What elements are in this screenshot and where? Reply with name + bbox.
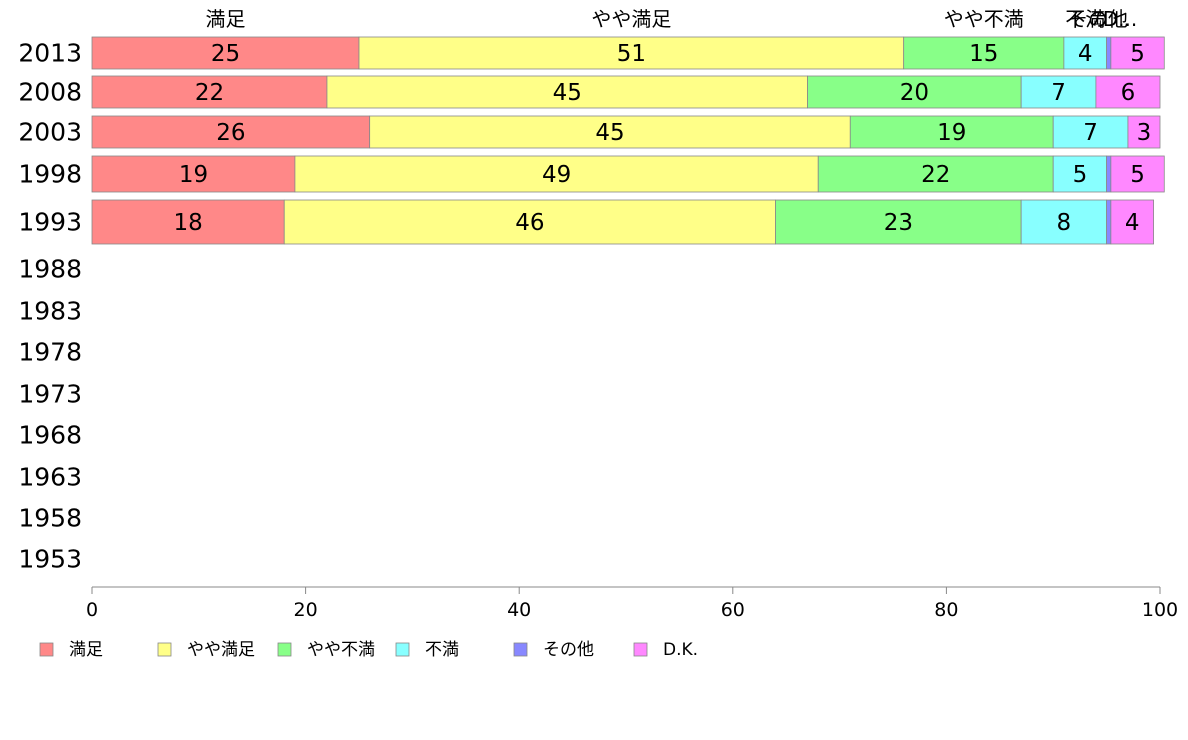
bar-segment bbox=[358, 36, 905, 70]
bar-segment bbox=[1127, 115, 1161, 149]
y-tick-label: 1993 bbox=[18, 208, 82, 237]
legend-swatch bbox=[633, 642, 648, 657]
series-top-label: 満足 bbox=[206, 7, 246, 31]
series-top-label: D... bbox=[1103, 7, 1137, 31]
y-tick-label: 1963 bbox=[18, 463, 82, 492]
bar-segment bbox=[91, 75, 328, 109]
series-top-label: やや不満 bbox=[944, 7, 1024, 31]
x-tick-label: 0 bbox=[86, 599, 98, 621]
bar-segment bbox=[775, 199, 1022, 245]
bar-segment bbox=[91, 199, 285, 245]
bar-segment bbox=[1110, 36, 1165, 70]
data-label: 19 bbox=[937, 120, 966, 146]
data-label: 51 bbox=[617, 41, 646, 67]
y-tick-label: 1968 bbox=[18, 421, 82, 450]
bar-segment bbox=[807, 75, 1022, 109]
bar-segment bbox=[1020, 75, 1097, 109]
bar-segment bbox=[1110, 155, 1165, 193]
legend-label: やや不満 bbox=[307, 640, 375, 660]
bar-segment bbox=[1095, 75, 1161, 109]
bar-segment bbox=[326, 75, 808, 109]
x-tick-label: 60 bbox=[721, 599, 745, 621]
legend-swatch bbox=[395, 642, 410, 657]
y-tick-label: 2008 bbox=[18, 78, 82, 107]
y-tick-label: 1988 bbox=[18, 255, 82, 284]
data-label: 46 bbox=[515, 210, 544, 236]
data-label: 45 bbox=[595, 120, 624, 146]
bar-segment bbox=[369, 115, 851, 149]
bar-segment bbox=[91, 155, 296, 193]
data-label: 19 bbox=[179, 162, 208, 188]
bar-segment bbox=[1106, 36, 1112, 70]
y-tick-label: 1978 bbox=[18, 338, 82, 367]
bar-segment bbox=[903, 36, 1065, 70]
x-tick-label: 20 bbox=[294, 599, 318, 621]
bar-segment bbox=[849, 115, 1054, 149]
y-tick-label: 1958 bbox=[18, 504, 82, 533]
data-label: 5 bbox=[1130, 162, 1145, 188]
data-label: 6 bbox=[1121, 80, 1136, 106]
data-label: 23 bbox=[884, 210, 913, 236]
data-label: 26 bbox=[216, 120, 245, 146]
data-label: 3 bbox=[1137, 120, 1152, 146]
bar-segment bbox=[283, 199, 776, 245]
series-top-label: 不満 bbox=[1065, 7, 1105, 31]
y-tick-label: 2013 bbox=[18, 39, 82, 68]
legend-swatch bbox=[39, 642, 54, 657]
data-label: 4 bbox=[1078, 41, 1093, 67]
y-tick-label: 2003 bbox=[18, 118, 82, 147]
data-label: 5 bbox=[1130, 41, 1145, 67]
legend-swatch bbox=[513, 642, 528, 657]
bar-segment bbox=[294, 155, 819, 193]
data-label: 15 bbox=[969, 41, 998, 67]
data-label: 8 bbox=[1057, 210, 1072, 236]
bar-segment bbox=[91, 36, 360, 70]
data-label: 7 bbox=[1051, 80, 1066, 106]
legend-label: やや満足 bbox=[187, 640, 255, 660]
legend-label: D.K. bbox=[663, 640, 698, 660]
data-label: 22 bbox=[195, 80, 224, 106]
bar-segment bbox=[1106, 155, 1112, 193]
series-top-label: その他 bbox=[1068, 7, 1128, 31]
legend-label: 満足 bbox=[69, 640, 103, 660]
legend-label: 不満 bbox=[425, 640, 459, 660]
data-label: 18 bbox=[173, 210, 202, 236]
bar-segment bbox=[1106, 199, 1112, 245]
y-tick-label: 1953 bbox=[18, 545, 82, 574]
bar-segment bbox=[1052, 115, 1129, 149]
data-label: 7 bbox=[1083, 120, 1098, 146]
data-label: 45 bbox=[553, 80, 582, 106]
data-label: 4 bbox=[1125, 210, 1140, 236]
data-label: 5 bbox=[1073, 162, 1088, 188]
x-tick-label: 40 bbox=[507, 599, 531, 621]
legend-swatch bbox=[277, 642, 292, 657]
bar-segment bbox=[817, 155, 1054, 193]
x-tick-label: 80 bbox=[934, 599, 958, 621]
data-label: 25 bbox=[211, 41, 240, 67]
data-label: 49 bbox=[542, 162, 571, 188]
series-top-label: やや満足 bbox=[591, 7, 671, 31]
y-tick-label: 1998 bbox=[18, 160, 82, 189]
legend-label: その他 bbox=[543, 640, 594, 660]
bar-segment bbox=[1110, 199, 1154, 245]
x-tick-label: 100 bbox=[1142, 599, 1178, 621]
y-tick-label: 1983 bbox=[18, 297, 82, 326]
y-tick-label: 1973 bbox=[18, 380, 82, 409]
data-label: 20 bbox=[900, 80, 929, 106]
data-label: 22 bbox=[921, 162, 950, 188]
bar-segment bbox=[1052, 155, 1107, 193]
legend-swatch bbox=[157, 642, 172, 657]
